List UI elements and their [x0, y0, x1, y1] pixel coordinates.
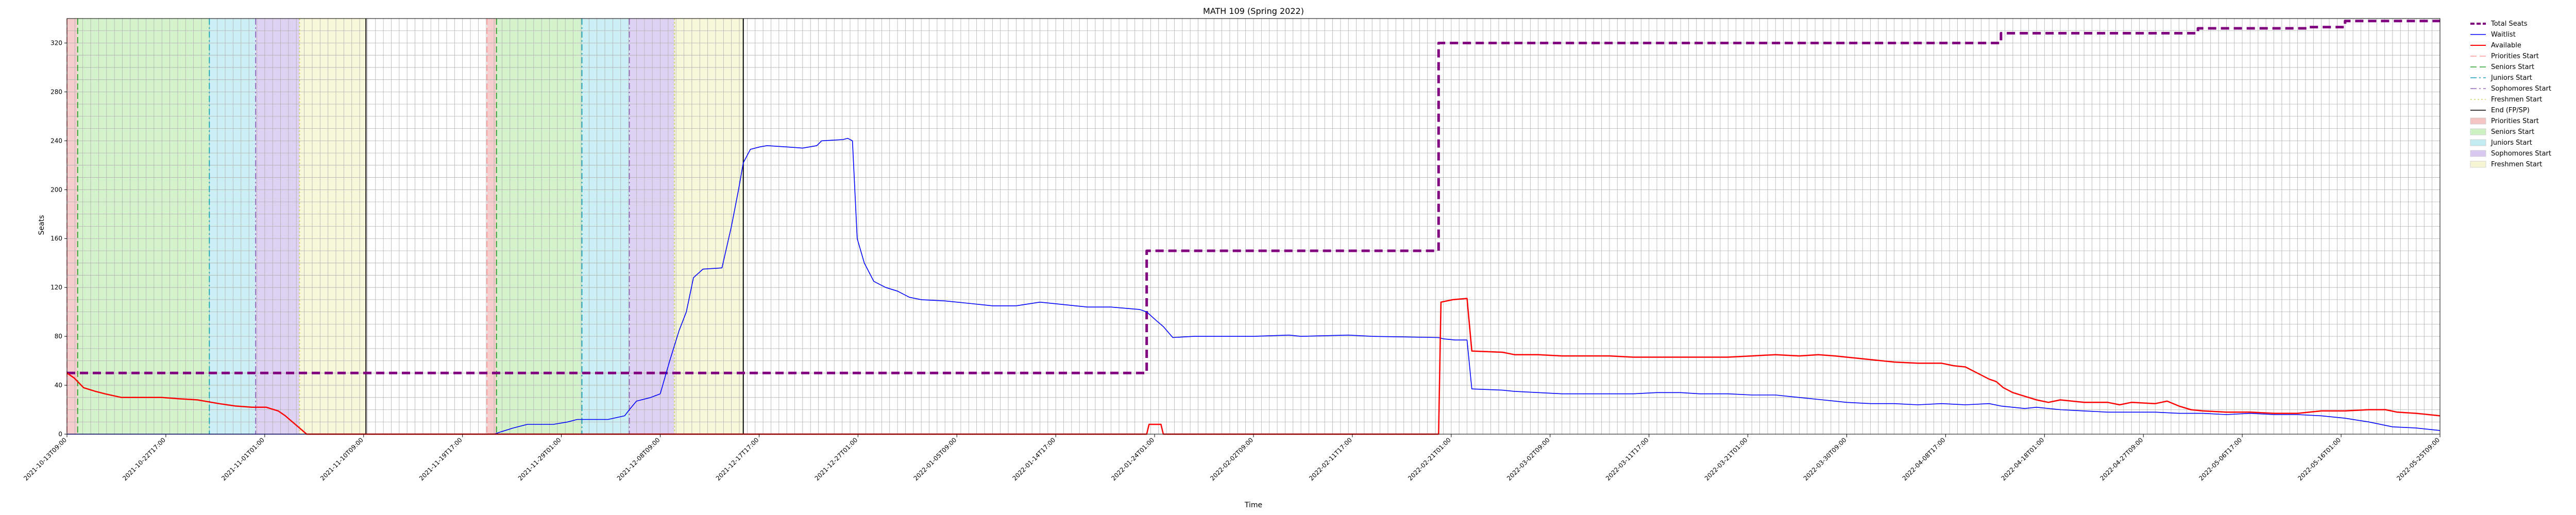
x-tick-label: 2022-01-05T09:00: [912, 436, 958, 482]
legend-label: Seniors Start: [2491, 63, 2534, 71]
y-tick-label: 280: [50, 88, 62, 95]
legend-swatch: [2470, 161, 2486, 168]
x-tick-label: 2022-04-18T01:00: [2000, 436, 2046, 482]
phase-lines: [66, 19, 744, 434]
y-axis-ticks: 0 40 80 120 160 200 240 280 320: [50, 39, 67, 438]
y-tick-label: 120: [50, 284, 62, 291]
legend-label: Freshmen Start: [2491, 161, 2542, 168]
legend-swatch: [2470, 139, 2486, 146]
series-line: [67, 20, 2440, 374]
series-line: [66, 298, 2441, 435]
legend-label: Seniors Start: [2491, 128, 2534, 136]
x-tick-label: 2022-03-11T17:00: [1604, 436, 1650, 482]
x-tick-label: 2021-11-29T01:00: [517, 436, 563, 482]
x-tick-label: 2021-12-27T01:00: [814, 436, 859, 482]
legend-label: Total Seats: [2490, 20, 2528, 28]
y-tick-label: 0: [58, 431, 62, 438]
x-tick-label: 2021-10-22T17:00: [121, 436, 167, 482]
legend-label: Juniors Start: [2490, 139, 2532, 147]
x-tick-label: 2021-11-01T01:00: [220, 436, 266, 482]
y-tick-label: 320: [50, 39, 62, 46]
legend-swatch: [2470, 117, 2486, 125]
x-tick-label: 2021-12-08T09:00: [616, 436, 662, 482]
x-tick-label: 2022-04-27T09:00: [2099, 436, 2145, 482]
grid-lines: [67, 19, 2440, 434]
legend-swatch: [2470, 128, 2486, 135]
y-tick-label: 240: [50, 137, 62, 144]
legend-label: Juniors Start: [2490, 74, 2532, 82]
legend-swatch: [2470, 150, 2486, 157]
x-tick-label: 2022-03-21T01:00: [1703, 436, 1749, 482]
y-tick-label: 200: [50, 186, 62, 193]
x-axis-ticks: 2021-10-13T09:00 2021-10-22T17:00 2021-11-…: [22, 434, 2441, 482]
chart-title: MATH 109 (Spring 2022): [1203, 6, 1304, 16]
x-tick-label: 2022-01-14T17:00: [1011, 436, 1057, 482]
legend-label: Waitlist: [2491, 31, 2516, 39]
x-tick-label: 2022-05-16T01:00: [2296, 436, 2342, 482]
x-tick-label: 2022-03-02T09:00: [1505, 436, 1551, 482]
x-axis-label: Time: [1244, 501, 1262, 509]
legend-label: End (FP/SP): [2491, 107, 2530, 114]
series-line: [67, 138, 2441, 435]
x-tick-label: 2022-03-30T09:00: [1802, 436, 1848, 482]
x-tick-label: 2022-04-08T17:00: [1901, 436, 1947, 482]
y-tick-label: 80: [55, 333, 62, 340]
x-tick-label: 2021-11-19T17:00: [418, 436, 464, 482]
x-tick-label: 2021-10-13T09:00: [22, 436, 68, 482]
legend-label: Sophomores Start: [2491, 150, 2551, 158]
legend-label: Sophomores Start: [2491, 85, 2551, 93]
legend-label: Priorities Start: [2491, 117, 2539, 125]
legend-label: Freshmen Start: [2491, 96, 2542, 104]
x-tick-label: 2022-05-25T09:00: [2395, 436, 2441, 482]
legend: Total Seats Waitlist Available Priorities S…: [2470, 20, 2551, 168]
x-tick-label: 2022-02-21T01:00: [1406, 436, 1452, 482]
series-lines: [66, 20, 2441, 435]
x-tick-label: 2021-11-10T09:00: [319, 436, 365, 482]
y-axis-label: Seats: [38, 215, 46, 235]
x-tick-label: 2021-12-17T17:00: [715, 436, 760, 482]
y-tick-label: 160: [50, 235, 62, 242]
x-tick-label: 2022-01-24T01:00: [1110, 436, 1156, 482]
y-tick-label: 40: [55, 382, 62, 389]
legend-label: Priorities Start: [2491, 53, 2539, 60]
x-tick-label: 2022-02-11T17:00: [1308, 436, 1353, 482]
x-tick-label: 2022-02-02T09:00: [1209, 436, 1255, 482]
legend-label: Available: [2491, 42, 2521, 49]
x-tick-label: 2022-05-06T17:00: [2197, 436, 2243, 482]
